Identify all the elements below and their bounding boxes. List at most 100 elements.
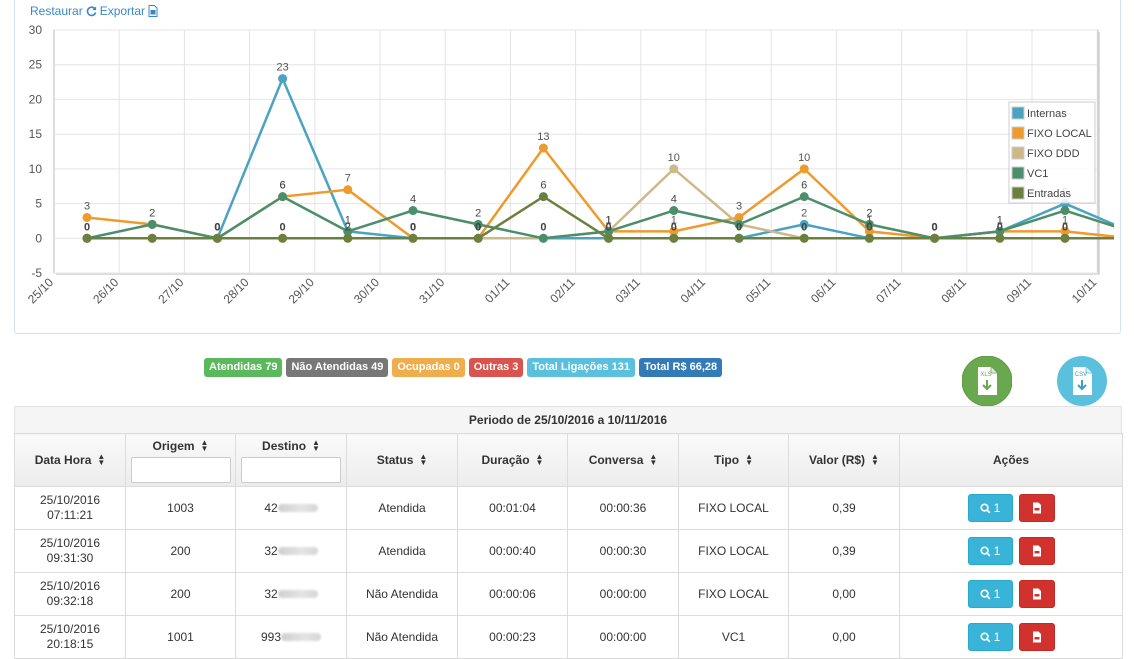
cell-valor: 0,39 <box>788 529 900 573</box>
view-details-button[interactable]: 1 <box>967 623 1013 651</box>
cell-tipo: VC1 <box>678 615 789 659</box>
cell-origem-text: 1001 <box>167 629 194 644</box>
col-status-label: Status <box>376 453 414 467</box>
cell-view-text: 1 <box>993 543 1001 558</box>
col-duracao[interactable]: Duração ▲ ▼ <box>457 433 568 487</box>
pdf-button[interactable] <box>1018 580 1055 608</box>
x-tick-label: 06/11 <box>808 275 839 306</box>
data-point <box>864 226 874 236</box>
cell-date-text: 25/10/2016 <box>39 536 101 550</box>
col-tipo[interactable]: Tipo ▲ ▼ <box>678 433 789 487</box>
data-label: 0 <box>280 221 286 233</box>
data-label: 0 <box>475 221 481 233</box>
cell-time-text: 07:11:21 <box>47 508 93 522</box>
view-details-button[interactable]: 1 <box>967 494 1013 522</box>
export-csv-button[interactable]: CSV <box>1057 356 1107 406</box>
data-label: 0 <box>410 221 416 233</box>
cell-view-text: 1 <box>993 500 1001 515</box>
pdf-icon <box>1032 545 1041 557</box>
data-label: 6 <box>540 180 546 192</box>
data-point <box>473 219 483 229</box>
sort-icon: ▲ ▼ <box>535 452 544 467</box>
data-label: 0 <box>540 221 546 233</box>
col-valor[interactable]: Valor (R$) ▲ ▼ <box>788 433 900 487</box>
cell-time-text: 09:32:18 <box>46 594 94 608</box>
pdf-icon <box>1032 502 1041 514</box>
data-label: 1 <box>606 214 612 226</box>
cell-valor-text: 0,39 <box>832 543 856 558</box>
data-label: 6 <box>801 180 807 192</box>
cell-conversa: 00:00:36 <box>567 486 679 530</box>
data-label: 1 <box>345 214 351 226</box>
data-label: 23 <box>276 62 288 74</box>
col-origem[interactable]: Origem ▲ ▼ <box>125 433 236 487</box>
y-tick-label: 20 <box>29 92 43 106</box>
cell-time-text: 20:18:15 <box>46 637 94 651</box>
data-label: 0 <box>671 221 677 233</box>
x-tick-label: 05/11 <box>743 275 774 306</box>
data-label: 7 <box>345 173 351 185</box>
pdf-button[interactable] <box>1018 537 1055 565</box>
cell-status: Não Atendida <box>346 615 458 659</box>
cell-conversa-text: 00:00:30 <box>599 543 647 558</box>
table-row[interactable]: 25/10/2016 07:11:21 1003 42 Atendida 00:0… <box>14 486 1123 530</box>
data-point <box>604 226 614 236</box>
data-label: 0 <box>932 221 938 233</box>
table-row[interactable]: 25/10/2016 09:32:18 200 32 Não Atendida 0… <box>14 572 1123 616</box>
pdf-button[interactable] <box>1018 494 1055 522</box>
export-link[interactable]: Exportar <box>99 4 146 18</box>
col-status[interactable]: Status ▲ ▼ <box>346 433 458 487</box>
x-tick-label: 08/11 <box>938 275 969 306</box>
sort-icon: ▲ ▼ <box>871 452 879 467</box>
file-export-icon[interactable] <box>148 5 158 17</box>
destino-filter-input[interactable] <box>241 457 341 483</box>
table-row[interactable]: 25/10/2016 09:31:30 200 32 Atendida 00:00… <box>14 529 1123 573</box>
cell-origem-text: 200 <box>170 543 191 558</box>
data-point <box>82 233 92 243</box>
origem-filter-input[interactable] <box>130 457 231 483</box>
data-point <box>82 212 92 222</box>
refresh-icon[interactable] <box>86 5 97 17</box>
data-label: 4 <box>671 194 677 206</box>
data-point <box>538 233 548 243</box>
col-destino[interactable]: Destino ▲ ▼ <box>235 433 347 487</box>
cell-date-text: 25/10/2016 <box>39 493 101 507</box>
data-point <box>604 233 614 243</box>
cell-status-text: Atendida <box>378 543 426 558</box>
col-acoes-label: Ações <box>992 453 1030 467</box>
data-label: 1 <box>997 214 1003 226</box>
data-point <box>734 233 744 243</box>
data-label: 6 <box>280 180 286 192</box>
legend-swatch <box>1011 106 1025 120</box>
cell-valor: 0,00 <box>788 572 900 616</box>
col-data-hora[interactable]: Data Hora ▲ ▼ <box>14 433 126 487</box>
badge-ocupadas: Ocupadas 0 <box>392 358 465 377</box>
cell-acoes: 1 <box>899 529 1123 573</box>
data-point <box>343 233 353 243</box>
x-tick-label: 02/11 <box>547 275 578 306</box>
data-point <box>669 206 679 216</box>
restore-link[interactable]: Restaurar <box>30 4 83 18</box>
data-label: 0 <box>475 221 481 233</box>
col-data-hora-label: Data Hora <box>34 453 92 467</box>
data-point <box>864 233 874 243</box>
data-label: 2 <box>866 207 872 219</box>
cell-data-hora: 25/10/2016 09:32:18 <box>14 572 126 616</box>
data-point <box>1060 206 1070 216</box>
export-xls-button[interactable]: XLS <box>962 356 1012 406</box>
y-tick-label: -5 <box>31 266 42 280</box>
col-conversa[interactable]: Conversa ▲ ▼ <box>567 433 679 487</box>
cell-duracao: 00:01:04 <box>457 486 568 530</box>
cell-destino-text: 32 <box>264 543 278 558</box>
data-label: 0 <box>1062 221 1068 233</box>
cell-origem: 200 <box>125 572 236 616</box>
cell-time-text: 09:31:30 <box>46 551 94 565</box>
view-details-button[interactable]: 1 <box>967 537 1013 565</box>
data-label: 2 <box>475 207 481 219</box>
data-point <box>1060 226 1070 236</box>
data-label: 2 <box>801 207 807 219</box>
pdf-button[interactable] <box>1018 623 1055 651</box>
table-row[interactable]: 25/10/2016 20:18:15 1001 993 Não Atendida… <box>14 615 1123 659</box>
data-label: 0 <box>606 221 612 233</box>
view-details-button[interactable]: 1 <box>967 580 1013 608</box>
